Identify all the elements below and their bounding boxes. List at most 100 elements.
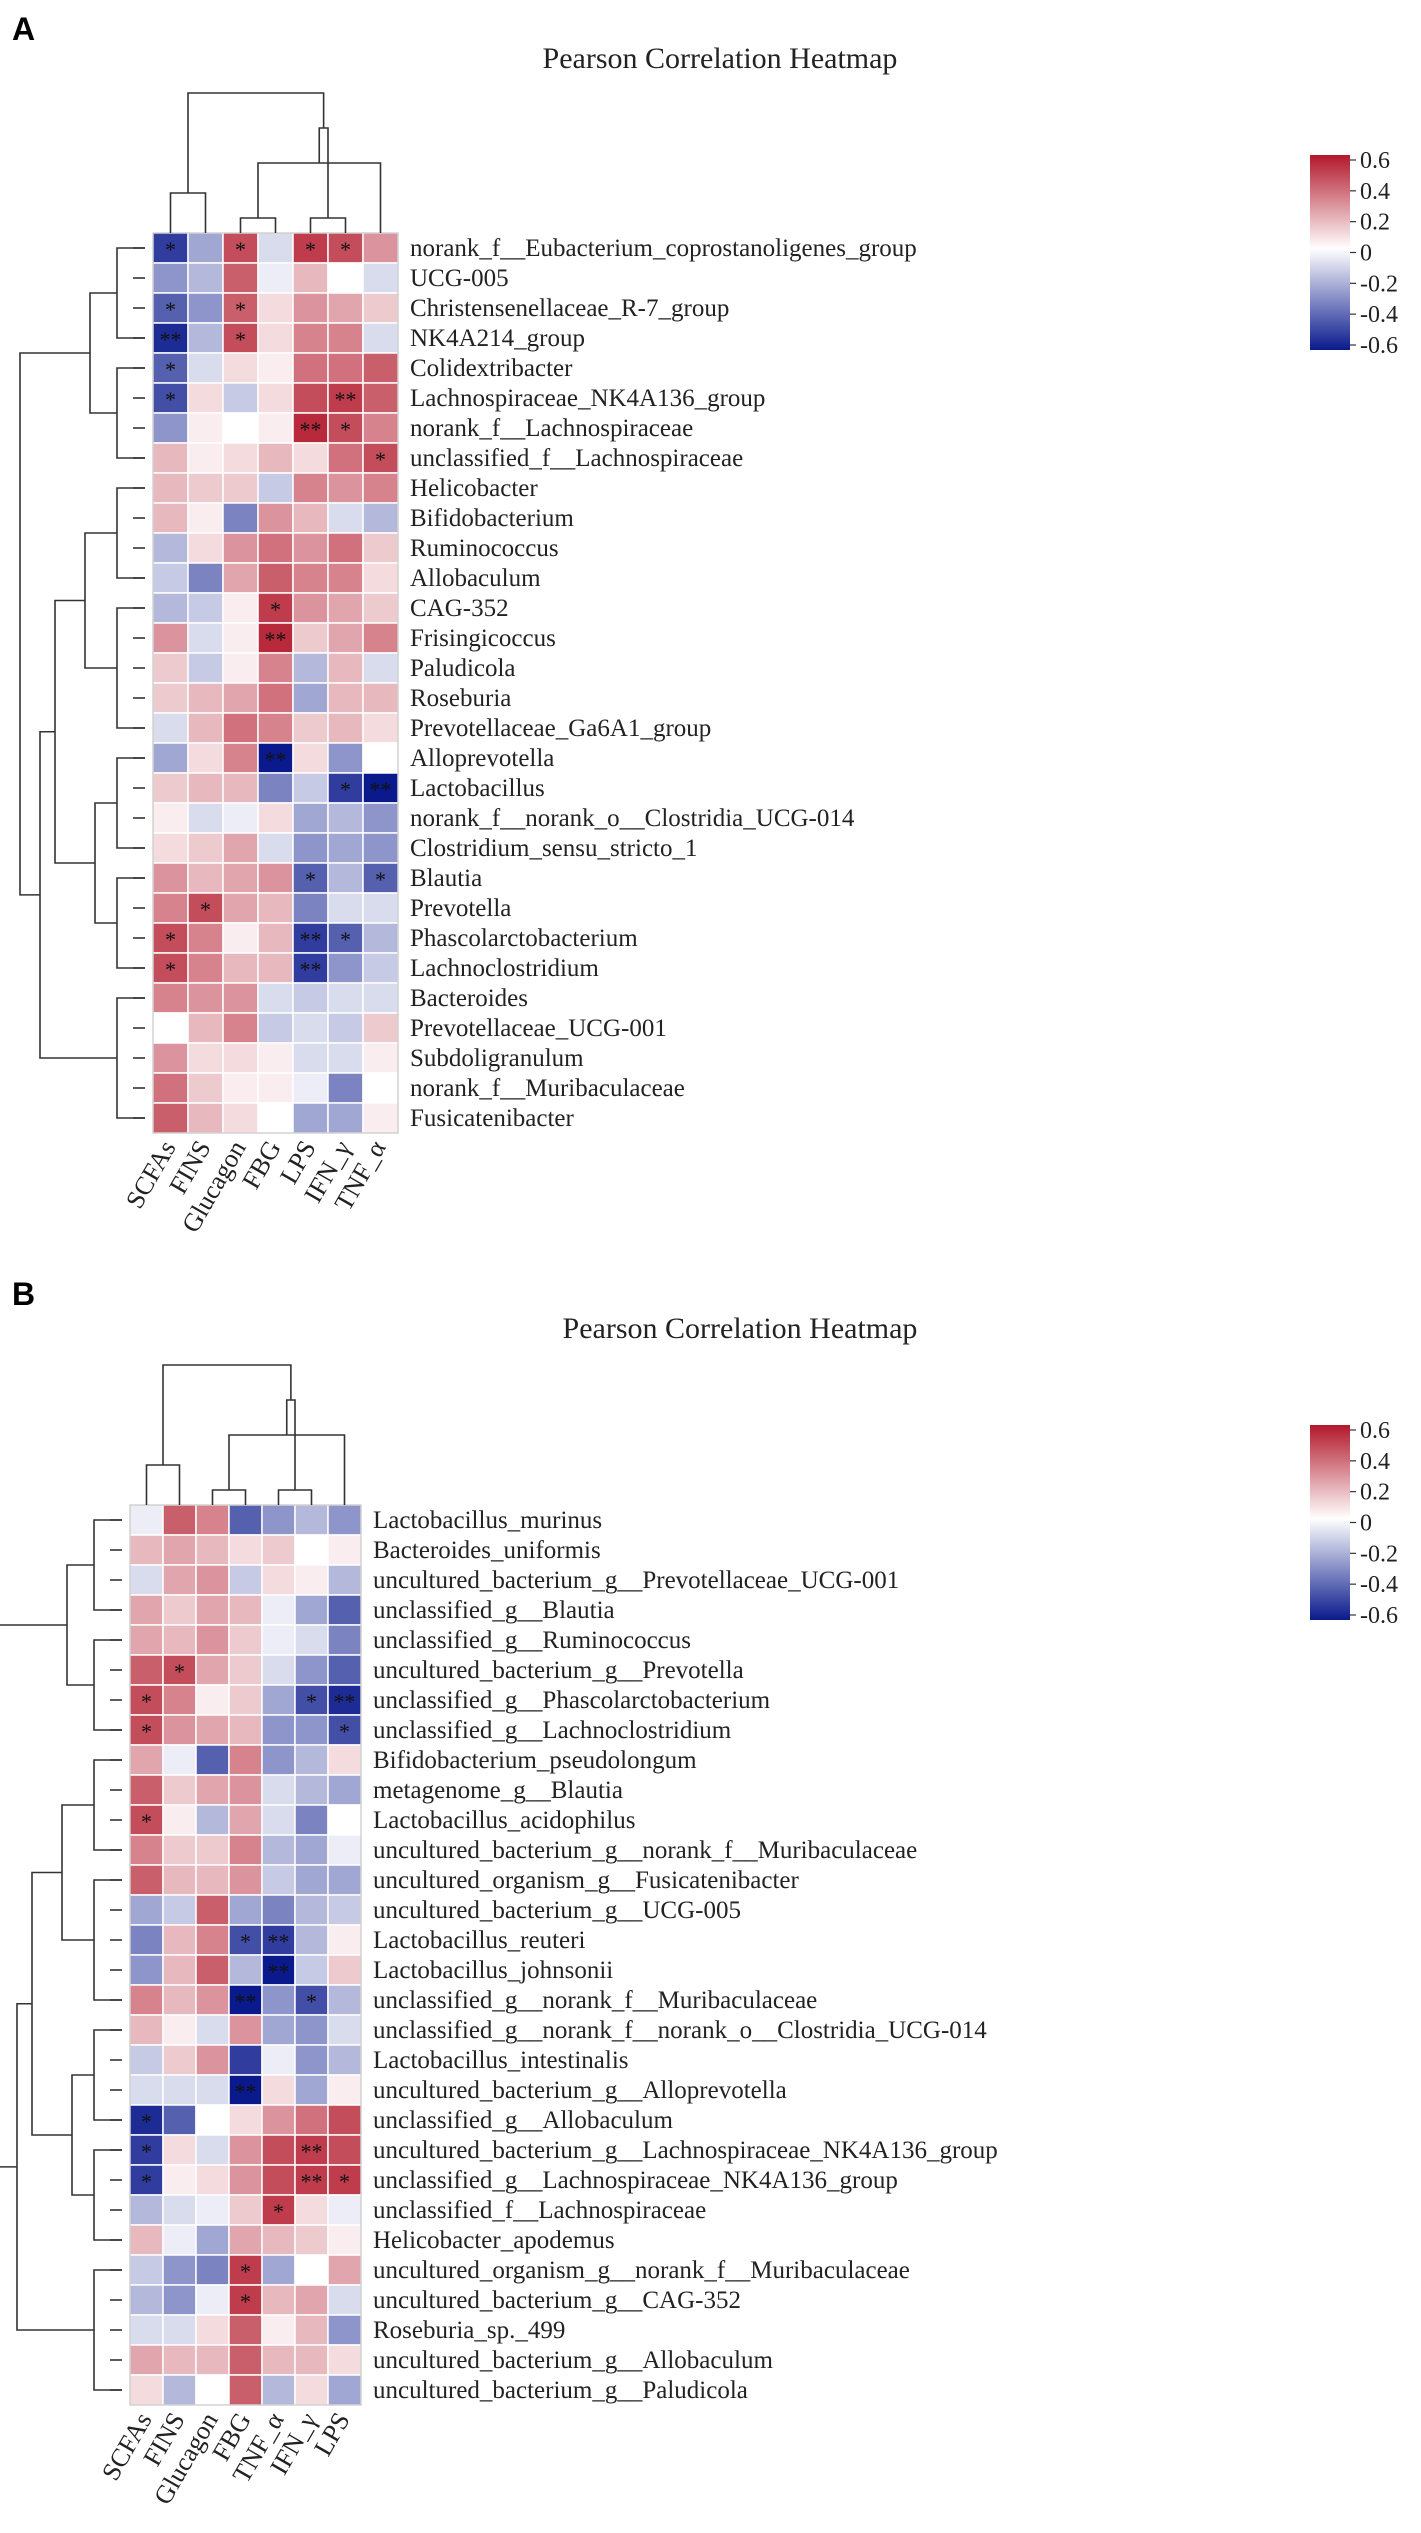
heatmap-cell	[162, 2344, 197, 2376]
colorbar-tick-label: 0.6	[1360, 148, 1390, 174]
heatmap-cell	[362, 382, 399, 414]
significance-mark: **	[268, 1959, 290, 1984]
heatmap-cell	[327, 1534, 362, 1566]
heatmap-cell	[195, 1954, 230, 1986]
heatmap-cell	[129, 2044, 164, 2076]
heatmap-cell	[222, 802, 259, 834]
chart-title: Pearson Correlation Heatmap	[563, 1312, 918, 1345]
heatmap-cell	[129, 2254, 164, 2286]
heatmap-cell	[257, 712, 294, 744]
heatmap-cell	[327, 2194, 362, 2226]
heatmap-cell	[257, 832, 294, 864]
significance-mark: *	[240, 2259, 251, 2284]
heatmap-cell	[362, 982, 399, 1014]
heatmap-cell	[187, 562, 224, 594]
row-label: uncultured_bacterium_g__CAG-352	[373, 2287, 741, 2314]
heatmap-cell	[187, 1102, 224, 1134]
heatmap-cell	[327, 1012, 364, 1044]
heatmap-cell	[152, 562, 189, 594]
significance-mark: *	[165, 957, 176, 982]
heatmap-cell	[292, 892, 329, 924]
heatmap-cell	[257, 322, 294, 354]
heatmap-cell	[257, 442, 294, 474]
heatmap-cell	[228, 1774, 263, 1806]
dendrogram-branch	[116, 487, 145, 579]
heatmap-cell	[152, 772, 189, 804]
heatmap-cell	[129, 1804, 164, 1836]
heatmap-cell	[294, 1594, 329, 1626]
heatmap-cell	[327, 1774, 362, 1806]
heatmap-cell	[152, 1042, 189, 1074]
heatmap-cell	[327, 502, 364, 534]
dendrogram-branch	[187, 92, 325, 193]
heatmap-cell	[261, 2224, 296, 2256]
heatmap-cell	[294, 1504, 329, 1536]
row-label: Prevotellaceae_Ga6A1_group	[410, 715, 711, 742]
significance-mark: **	[301, 2139, 323, 2164]
heatmap-cell	[187, 622, 224, 654]
heatmap-cell	[362, 1072, 399, 1104]
heatmap-cell	[228, 2284, 263, 2316]
row-label: Paludicola	[410, 655, 516, 682]
significance-mark: *	[235, 237, 246, 262]
heatmap-cell	[292, 532, 329, 564]
heatmap-cell	[257, 472, 294, 504]
heatmap-cell	[162, 2074, 197, 2106]
heatmap-cell	[129, 1744, 164, 1776]
row-label: Helicobacter	[410, 475, 538, 502]
heatmap-cell	[162, 2134, 197, 2166]
colorbar-tick-label: -0.6	[1360, 1603, 1398, 1629]
heatmap-cell	[187, 802, 224, 834]
heatmap-cell	[362, 652, 399, 684]
heatmap-cell	[327, 622, 364, 654]
heatmap-cell	[294, 2164, 329, 2196]
row-label: unclassified_g__norank_f__Muribaculaceae	[373, 1987, 817, 2014]
significance-mark: *	[165, 297, 176, 322]
colorbar-tick-label: 0.2	[1360, 1480, 1390, 1506]
heatmap-cell	[327, 2134, 362, 2166]
heatmap-cell	[195, 2164, 230, 2196]
heatmap-cell	[327, 832, 364, 864]
row-label: Christensenellaceae_R-7_group	[410, 295, 729, 322]
heatmap-cell	[327, 2014, 362, 2046]
heatmap-cell	[228, 1564, 263, 1596]
heatmap-cell	[162, 2194, 197, 2226]
panel-label: A	[12, 11, 35, 47]
significance-mark: *	[235, 327, 246, 352]
heatmap-cell	[362, 1102, 399, 1134]
heatmap-cell	[228, 2344, 263, 2376]
heatmap-cell	[129, 1654, 164, 1686]
dendrogram-branch	[54, 599, 95, 864]
heatmap-cell	[162, 1894, 197, 1926]
row-label: Roseburia	[410, 685, 511, 712]
dendrogram-branch	[93, 1759, 122, 1851]
row-label: Bifidobacterium	[410, 505, 574, 532]
row-label: Clostridium_sensu_stricto_1	[410, 835, 698, 862]
heatmap-cell	[228, 1744, 263, 1776]
heatmap-cell	[257, 292, 294, 324]
row-label: Prevotella	[410, 895, 511, 922]
heatmap-cell	[187, 1012, 224, 1044]
heatmap-cell	[327, 1072, 364, 1104]
heatmap-cell	[222, 412, 259, 444]
heatmap-cell	[152, 922, 189, 954]
heatmap-cell	[152, 502, 189, 534]
significance-mark: **	[235, 1989, 257, 2014]
heatmap-cell	[327, 1954, 362, 1986]
significance-mark: **	[235, 2079, 257, 2104]
heatmap-cell	[222, 712, 259, 744]
heatmap-cell	[228, 2014, 263, 2046]
significance-mark: *	[141, 2169, 152, 2194]
heatmap-cell	[261, 2374, 296, 2406]
row-label: Lactobacillus_johnsonii	[373, 1957, 613, 1984]
heatmap-cell	[294, 2224, 329, 2256]
heatmap-cell	[261, 2314, 296, 2346]
heatmap-cell	[362, 502, 399, 534]
heatmap-cell	[327, 982, 364, 1014]
heatmap-cell	[362, 352, 399, 384]
significance-mark: *	[305, 237, 316, 262]
significance-mark: **	[334, 1689, 356, 1714]
heatmap-cell	[294, 1984, 329, 2016]
heatmap-cell	[257, 682, 294, 714]
colorbar-tick-label: -0.4	[1360, 302, 1398, 328]
